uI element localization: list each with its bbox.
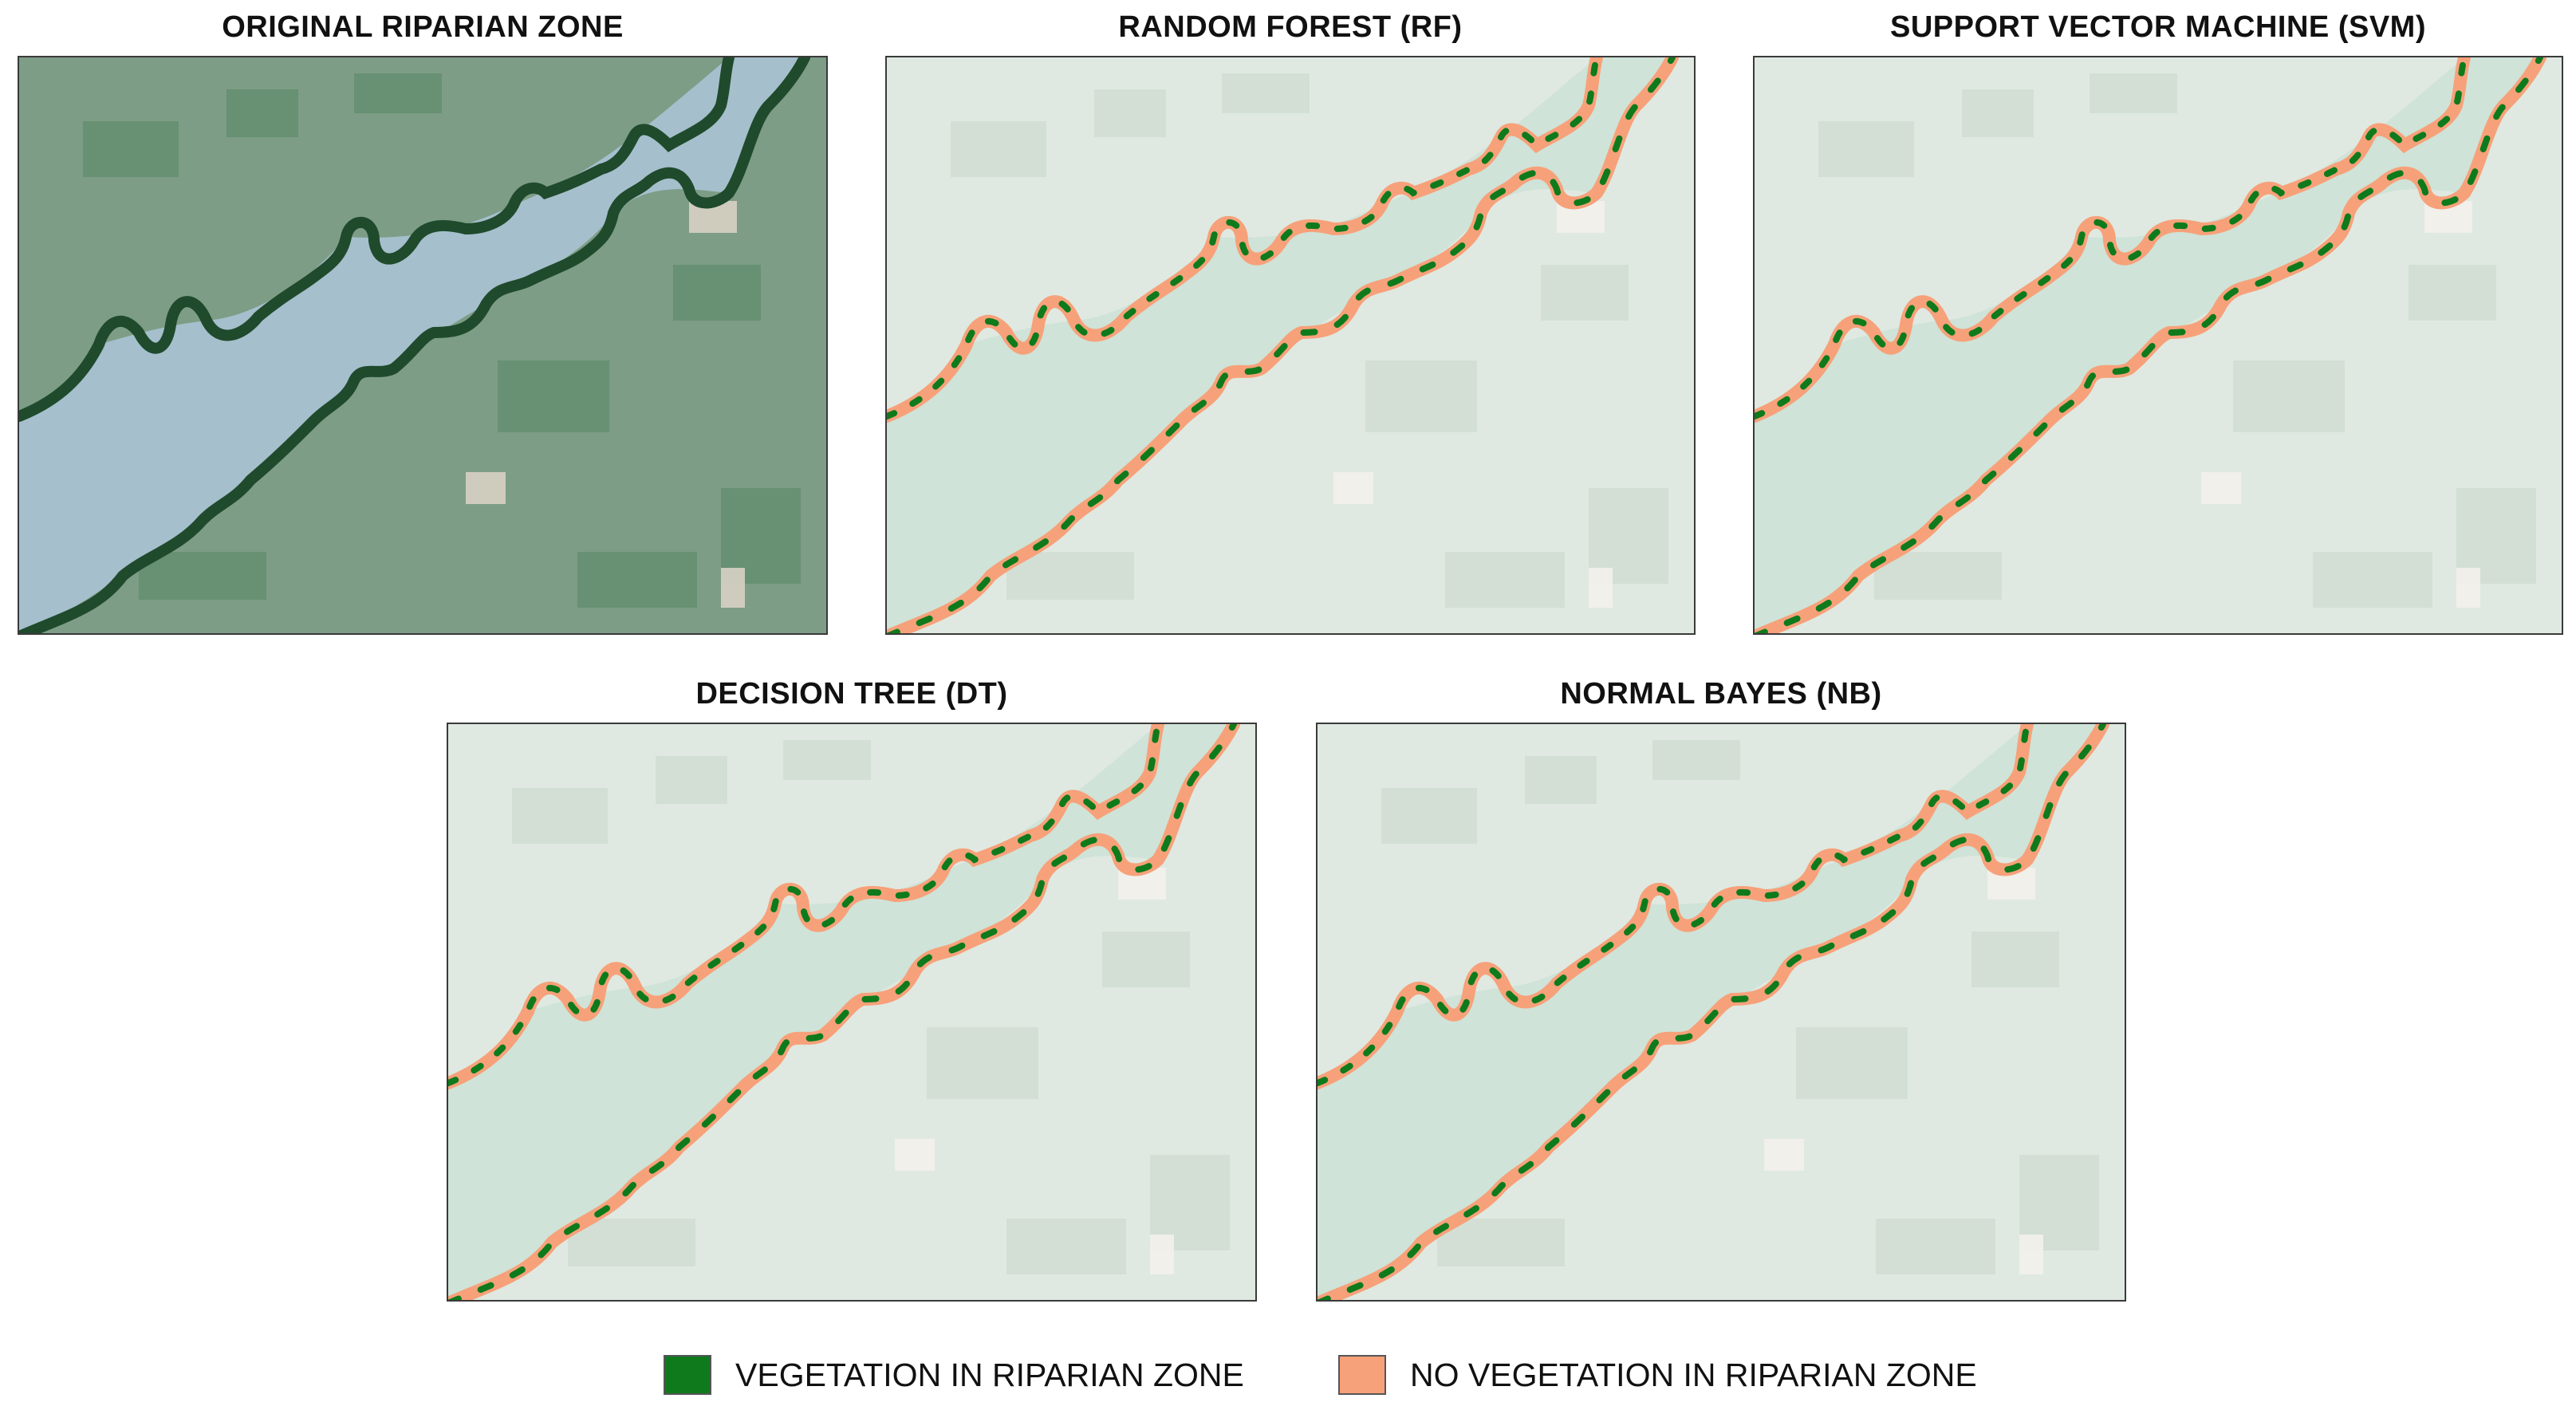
map-svg <box>887 57 1694 633</box>
panel-random-forest: RANDOM FOREST (RF) <box>885 3 1696 635</box>
field-patch <box>226 89 298 137</box>
vegetation-south-bank <box>1318 724 2106 1300</box>
bright-field <box>895 1139 935 1171</box>
bright-field <box>721 568 745 608</box>
field-patch <box>1365 360 1477 432</box>
bright-field <box>1764 1139 1804 1171</box>
field-patch <box>1094 89 1166 137</box>
field-patch <box>1876 1219 1995 1274</box>
bright-field <box>1589 568 1613 608</box>
field-patch <box>2090 73 2177 113</box>
no-vegetation-swatch <box>1338 1355 1386 1395</box>
bright-field <box>1333 472 1373 504</box>
vegetation-south-bank <box>448 724 1237 1300</box>
field-patch <box>1971 931 2059 987</box>
vegetation-south-bank <box>1755 57 2543 633</box>
field-patch <box>577 552 697 608</box>
map-normal-bayes <box>1316 723 2126 1302</box>
field-patch <box>951 121 1046 177</box>
legend-item-no-vegetation: NO VEGETATION IN RIPARIAN ZONE <box>1338 1351 1977 1399</box>
field-patch <box>1381 788 1477 844</box>
map-svg <box>1318 724 2125 1300</box>
field-patch <box>2233 360 2345 432</box>
legend: VEGETATION IN RIPARIAN ZONE NO VEGETATIO… <box>0 1351 2576 1399</box>
vegetation-label: VEGETATION IN RIPARIAN ZONE <box>735 1356 1244 1393</box>
vegetation-north-bank <box>1318 724 2030 1086</box>
field-patch <box>1006 1219 1126 1274</box>
map-svg <box>448 724 1255 1300</box>
map-original <box>18 56 828 635</box>
map-random-forest <box>885 56 1696 635</box>
panel-title: SUPPORT VECTOR MACHINE (SVM) <box>1889 10 2426 44</box>
riparian-north-bank <box>19 57 735 422</box>
field-patch <box>1962 89 2034 137</box>
panel-original: ORIGINAL RIPARIAN ZONE <box>18 3 828 635</box>
panel-title: DECISION TREE (DT) <box>695 677 1008 711</box>
map-decision-tree <box>447 723 1257 1302</box>
vegetation-south-bank <box>887 57 1676 633</box>
field-patch <box>568 1219 695 1266</box>
field-patch <box>927 1027 1038 1099</box>
no-vegetation-label: NO VEGETATION IN RIPARIAN ZONE <box>1410 1356 1977 1393</box>
vegetation-north-bank <box>1755 57 2468 419</box>
legend-item-vegetation: VEGETATION IN RIPARIAN ZONE <box>664 1351 1244 1399</box>
field-patch <box>1006 552 1134 600</box>
field-patch <box>498 360 609 432</box>
field-patch <box>512 788 608 844</box>
field-patch <box>1796 1027 1908 1099</box>
field-patch <box>1541 265 1629 321</box>
panel-svm: SUPPORT VECTOR MACHINE (SVM) <box>1753 3 2563 635</box>
field-patch <box>1818 121 1914 177</box>
field-patch <box>1874 552 2002 600</box>
bright-field <box>2019 1235 2043 1274</box>
field-patch <box>1525 756 1597 804</box>
vegetation-swatch <box>664 1355 711 1395</box>
bright-field <box>2456 568 2480 608</box>
field-patch <box>2409 265 2496 321</box>
vegetation-north-bank <box>448 724 1161 1086</box>
field-patch <box>1437 1219 1565 1266</box>
field-patch <box>1652 740 1740 780</box>
map-svm <box>1753 56 2563 635</box>
vegetation-north-bank <box>887 57 1600 419</box>
panel-title: ORIGINAL RIPARIAN ZONE <box>222 10 624 44</box>
map-svg <box>1755 57 2562 633</box>
field-patch <box>2313 552 2432 608</box>
bright-field <box>2201 472 2241 504</box>
field-patch <box>656 756 727 804</box>
field-patch <box>1102 931 1190 987</box>
panel-title: RANDOM FOREST (RF) <box>1118 10 1463 44</box>
bright-field <box>1150 1235 1174 1274</box>
panel-title: NORMAL BAYES (NB) <box>1560 677 1882 711</box>
field-patch <box>783 740 871 780</box>
panel-decision-tree: DECISION TREE (DT) <box>447 670 1257 1302</box>
field-patch <box>1445 552 1565 608</box>
field-patch <box>83 121 179 177</box>
field-patch <box>139 552 266 600</box>
panel-normal-bayes: NORMAL BAYES (NB) <box>1316 670 2126 1302</box>
field-patch <box>1222 73 1310 113</box>
riparian-south-bank <box>19 57 810 633</box>
field-patch <box>354 73 442 113</box>
field-patch <box>673 265 761 321</box>
bright-field <box>466 472 506 504</box>
map-svg <box>19 57 826 633</box>
